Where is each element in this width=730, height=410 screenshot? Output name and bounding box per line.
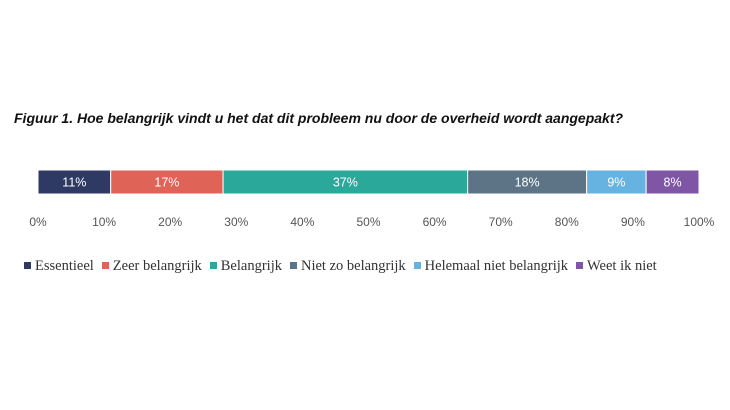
legend-color-marker bbox=[413, 262, 421, 270]
x-tick-label: 0% bbox=[29, 215, 47, 229]
bar-segment-labels: 11% 17% 37% 18% 9% 8% bbox=[62, 176, 681, 190]
legend-label: Zeer belangrijk bbox=[112, 258, 202, 274]
segment-value-label: 18% bbox=[515, 176, 540, 190]
x-tick-label: 10% bbox=[92, 215, 116, 229]
x-tick-label: 80% bbox=[555, 215, 579, 229]
x-tick-label: 60% bbox=[423, 215, 447, 229]
segment-value-label: 11% bbox=[62, 176, 86, 190]
x-tick-label: 20% bbox=[158, 215, 182, 229]
x-axis-tick-labels: 0% 10% 20% 30% 40% 50% 60% 70% 80% 90% 100% bbox=[29, 215, 714, 229]
legend-color-marker bbox=[24, 262, 31, 270]
legend-item: Weet ik niet bbox=[576, 258, 657, 275]
x-tick-label: 40% bbox=[290, 215, 314, 229]
segment-value-label: 17% bbox=[154, 176, 179, 190]
legend-color-marker bbox=[289, 262, 297, 270]
legend-label: Essentieel bbox=[35, 258, 94, 274]
legend-color-marker bbox=[576, 262, 584, 270]
legend-label: Belangrijk bbox=[220, 258, 282, 274]
chart-title: Figuur 1. Hoe belangrijk vindt u het dat… bbox=[14, 110, 624, 126]
bar-segment bbox=[645, 169, 700, 195]
bar-segment bbox=[110, 169, 224, 195]
x-tick-label: 90% bbox=[621, 215, 645, 229]
x-tick-label: 50% bbox=[356, 215, 380, 229]
segment-value-label: 8% bbox=[664, 176, 682, 190]
legend-item: Essentieel bbox=[24, 258, 94, 275]
bar-segments bbox=[37, 169, 700, 195]
legend-item: Zeer belangrijk bbox=[101, 258, 202, 275]
legend: Essentieel Zeer belangrijk Belangrijk Niet … bbox=[24, 258, 665, 275]
legend-label: Niet zo belangrijk bbox=[300, 258, 406, 274]
x-tick-label: 30% bbox=[224, 215, 248, 229]
bar-segment bbox=[586, 169, 647, 195]
legend-item: Helemaal niet belangrijk bbox=[413, 258, 569, 275]
segment-value-label: 9% bbox=[607, 176, 625, 190]
x-tick-label: 100% bbox=[684, 215, 715, 229]
x-tick-label: 70% bbox=[489, 215, 513, 229]
legend-label: Weet ik niet bbox=[587, 258, 657, 274]
legend-label: Helemaal niet belangrijk bbox=[424, 258, 569, 274]
segment-value-label: 37% bbox=[333, 176, 358, 190]
legend-color-marker bbox=[209, 262, 217, 270]
legend-item: Belangrijk bbox=[209, 258, 282, 275]
legend-color-marker bbox=[101, 262, 109, 270]
legend-item: Niet zo belangrijk bbox=[289, 258, 406, 275]
